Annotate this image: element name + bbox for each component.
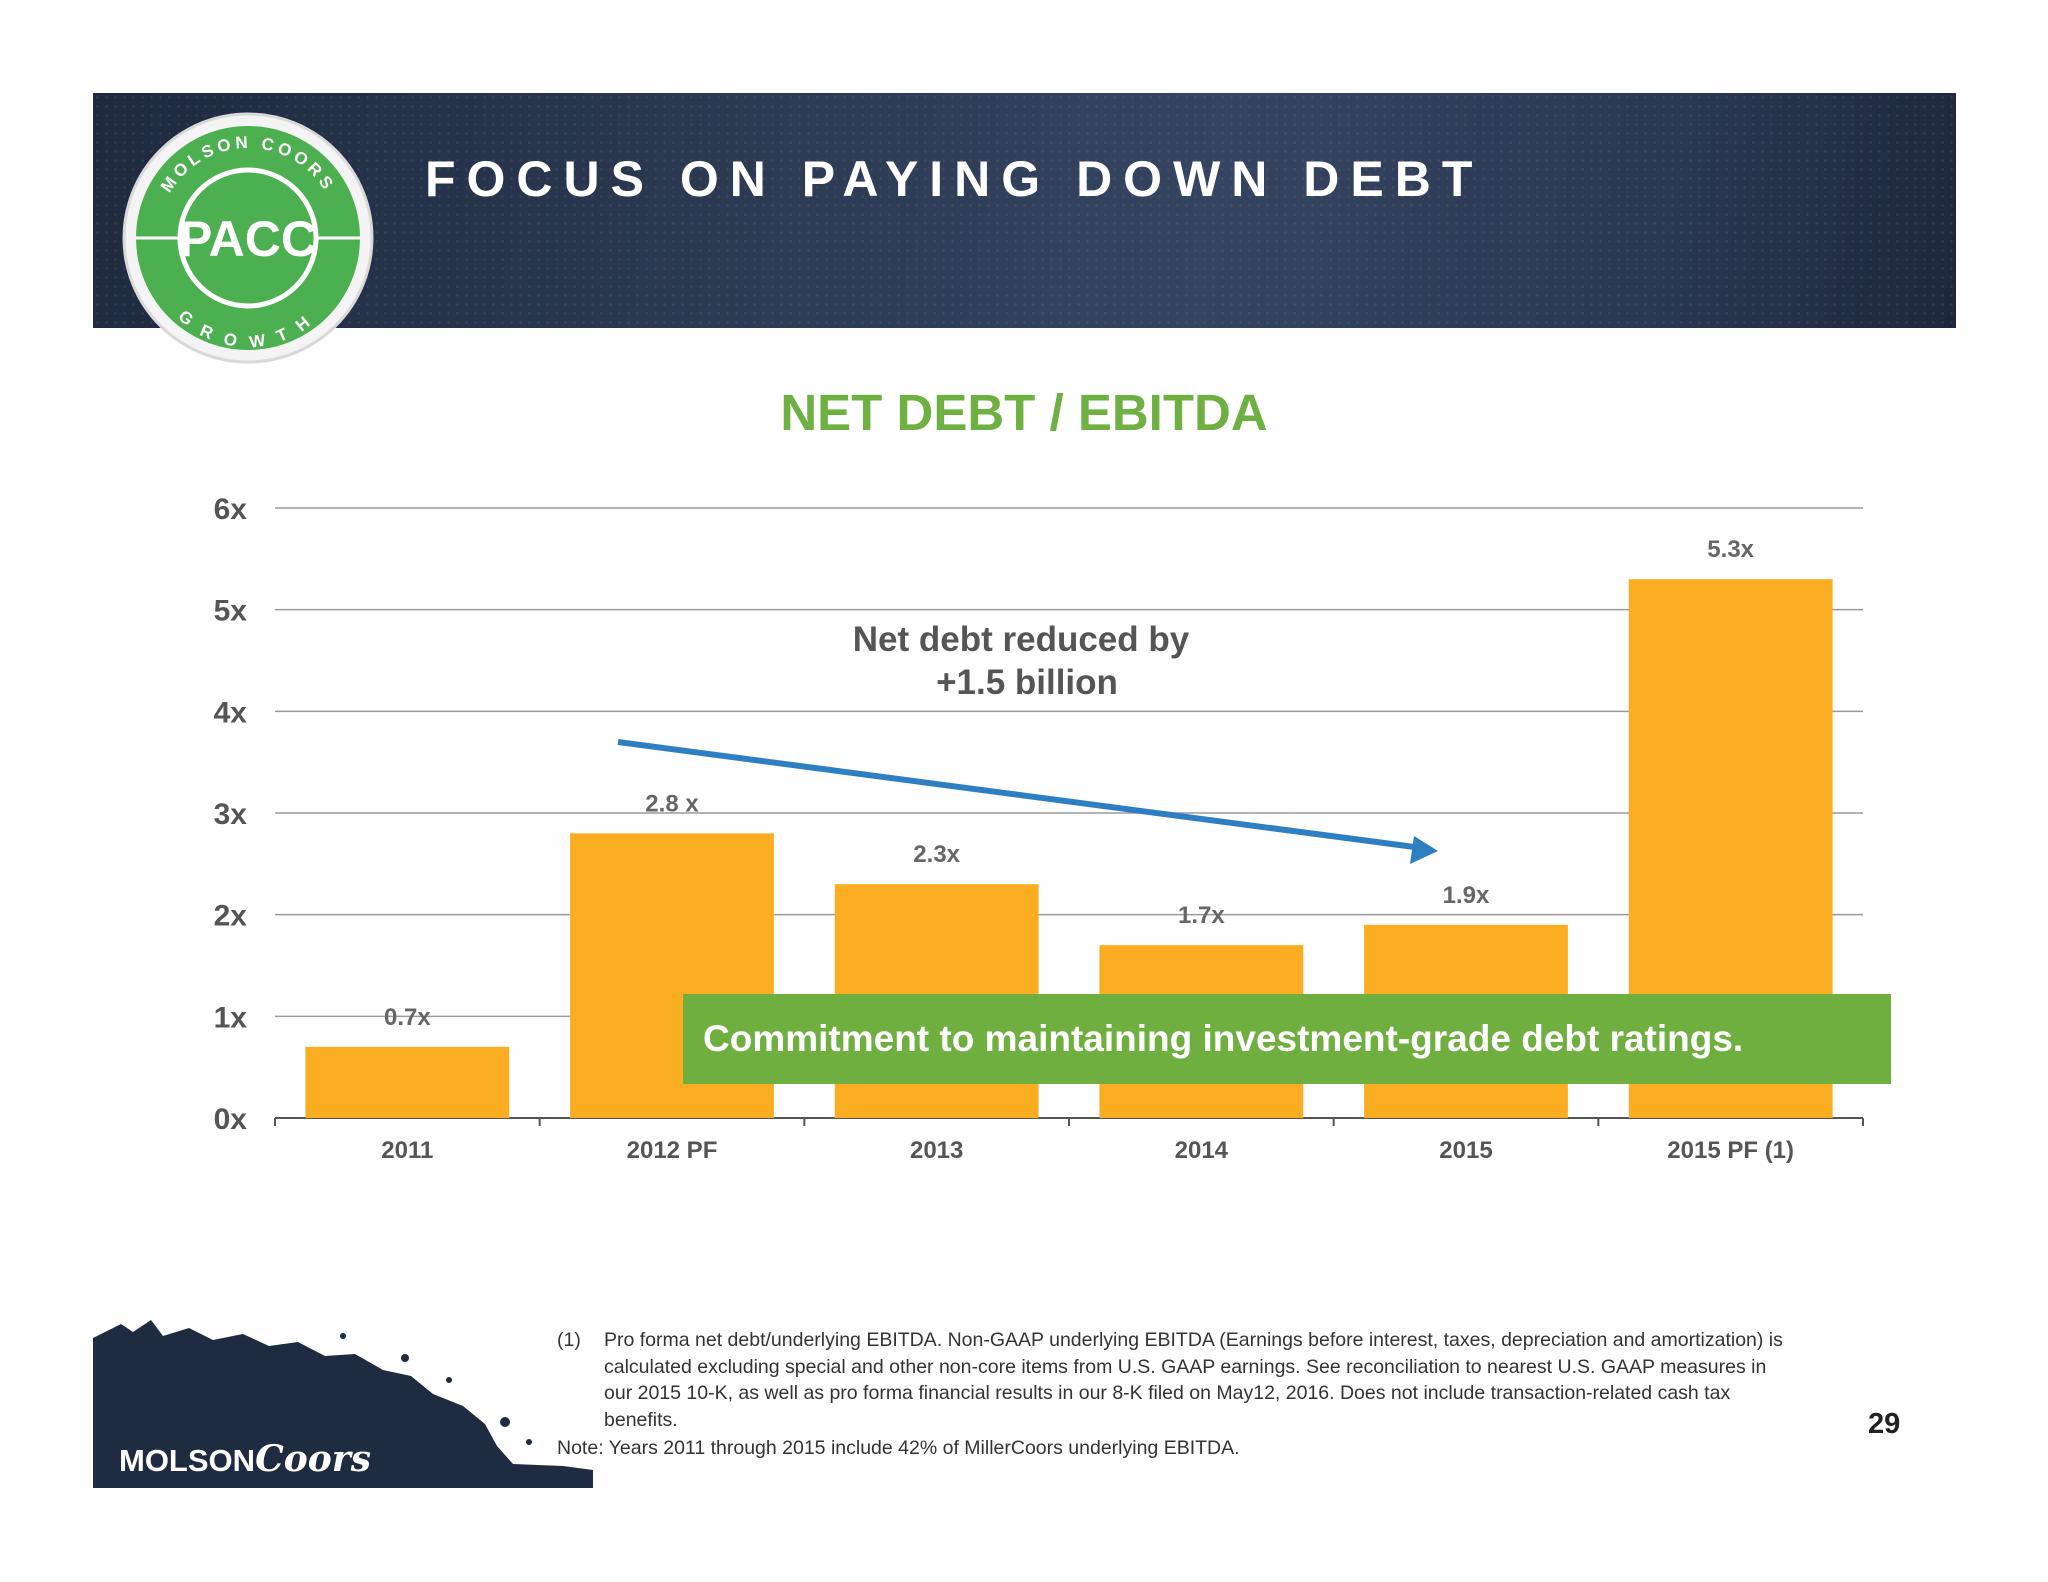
page-title: FOCUS ON PAYING DOWN DEBT <box>425 151 1484 207</box>
annotation-line-2: +1.5 billion <box>936 663 1118 702</box>
trend-arrow-line <box>617 739 1423 851</box>
logo-word-molson: MOLSON <box>119 1443 256 1478</box>
y-tick-label: 2x <box>214 900 248 933</box>
data-label: 2.3x <box>913 841 960 868</box>
footnote: (1) Pro forma net debt/underlying EBITDA… <box>557 1327 1797 1433</box>
header-banner <box>93 93 1956 328</box>
page-number: 29 <box>1868 1408 1901 1440</box>
commitment-callout: Commitment to maintaining investment-gra… <box>683 994 1891 1084</box>
data-label: 0.7x <box>384 1004 431 1031</box>
x-tick-label: 2014 <box>1175 1137 1229 1164</box>
x-tick-label: 2015 <box>1439 1137 1492 1164</box>
x-tick-label: 2012 PF <box>627 1137 718 1164</box>
annotation-line-1: Net debt reduced by <box>853 620 1190 659</box>
pacc-badge-logo: MOLSON COORS GROWTH PACC <box>122 112 374 364</box>
y-tick-label: 4x <box>214 696 248 729</box>
x-tick-label: 2013 <box>910 1137 963 1164</box>
data-label: 5.3x <box>1707 536 1754 563</box>
data-label: 1.7x <box>1178 902 1225 929</box>
trend-annotation: Net debt reduced by +1.5 billion <box>617 620 1438 864</box>
chart-title: NET DEBT / EBITDA <box>780 384 1268 441</box>
data-label: 2.8 x <box>645 790 699 817</box>
chart-labels: 0x 1x 2x 3x 4x 5x 6x 0.7x 2011 2.8 x 2012 PF 2.3x 20… <box>214 493 1794 1164</box>
molson-coors-logo: MOLSONCoors <box>93 1318 593 1488</box>
logo-wordmark: MOLSONCoors <box>119 1438 371 1480</box>
x-tick-label: 2015 PF (1) <box>1667 1137 1794 1164</box>
footnote-text: Pro forma net debt/underlying EBITDA. No… <box>604 1329 1783 1431</box>
y-tick-label: 3x <box>214 798 248 831</box>
bar <box>305 1046 510 1118</box>
header-texture <box>93 93 1956 328</box>
trend-arrow-head <box>1410 836 1438 864</box>
y-tick-label: 6x <box>214 493 248 526</box>
footnote-number: (1) <box>557 1329 581 1351</box>
x-tick-label: 2011 <box>381 1137 433 1164</box>
badge-center-text: PACC <box>179 211 317 267</box>
y-tick-label: 1x <box>214 1001 248 1034</box>
data-label: 1.9x <box>1443 882 1490 909</box>
y-tick-label: 5x <box>214 595 248 628</box>
y-tick-label: 0x <box>214 1103 248 1136</box>
logo-splash <box>93 1320 593 1488</box>
note-text: Note: Years 2011 through 2015 include 42… <box>557 1437 1240 1459</box>
logo-word-coors: Coors <box>255 1438 371 1480</box>
